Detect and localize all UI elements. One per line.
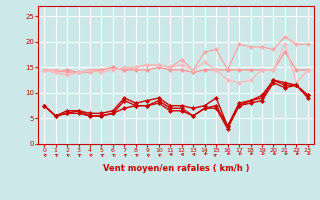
X-axis label: Vent moyen/en rafales ( km/h ): Vent moyen/en rafales ( km/h ) xyxy=(103,164,249,173)
